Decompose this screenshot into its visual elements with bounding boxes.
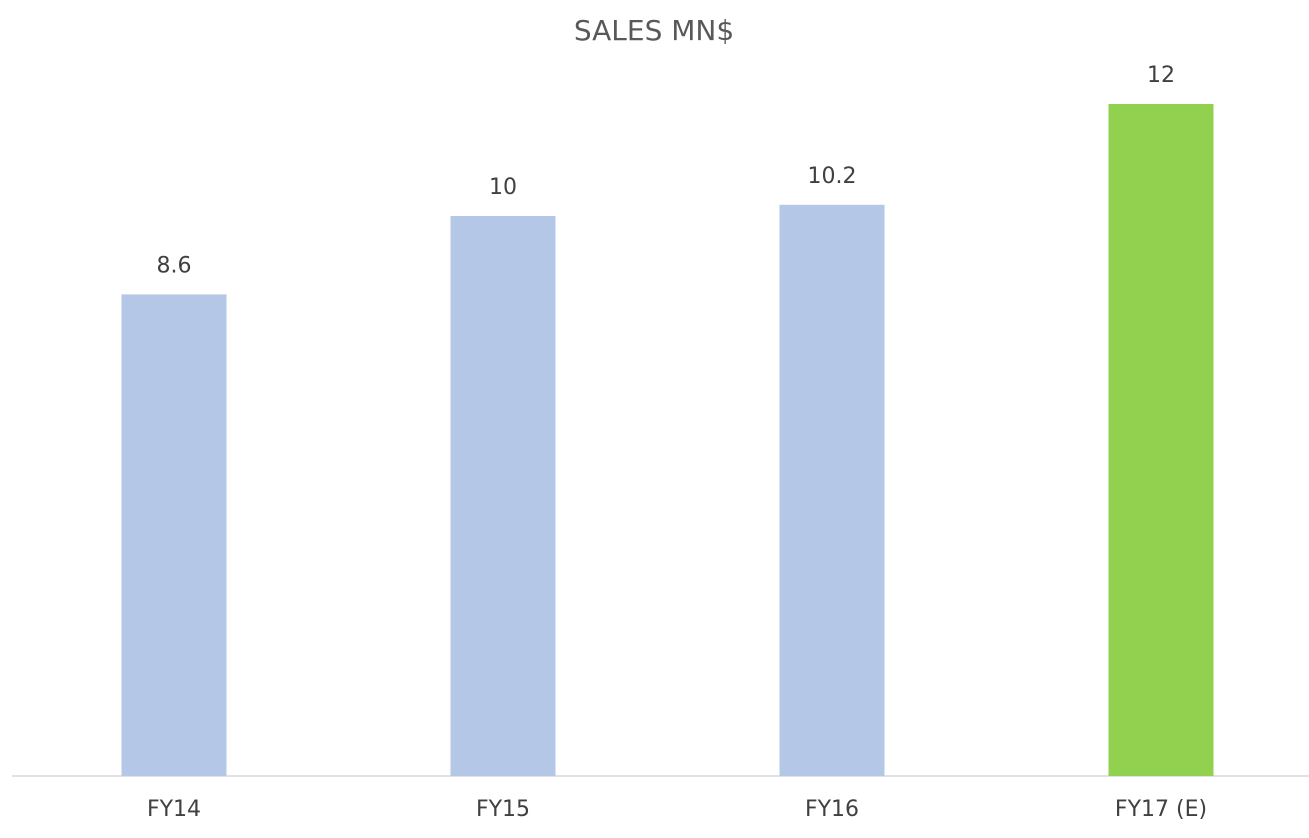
bar bbox=[1108, 104, 1214, 776]
data-label: 12 bbox=[1147, 63, 1175, 88]
bar bbox=[121, 294, 227, 776]
x-tick-label: FY17 (E) bbox=[1115, 797, 1207, 822]
bar bbox=[450, 216, 556, 776]
bar bbox=[779, 204, 885, 777]
x-tick-label: FY16 bbox=[805, 797, 859, 822]
chart-title: SALES MN$ bbox=[574, 14, 734, 47]
x-tick-label: FY15 bbox=[476, 797, 530, 822]
data-label: 10 bbox=[489, 175, 517, 200]
data-label: 8.6 bbox=[157, 253, 192, 278]
data-label: 10.2 bbox=[808, 164, 857, 189]
x-tick-label: FY14 bbox=[147, 797, 201, 822]
